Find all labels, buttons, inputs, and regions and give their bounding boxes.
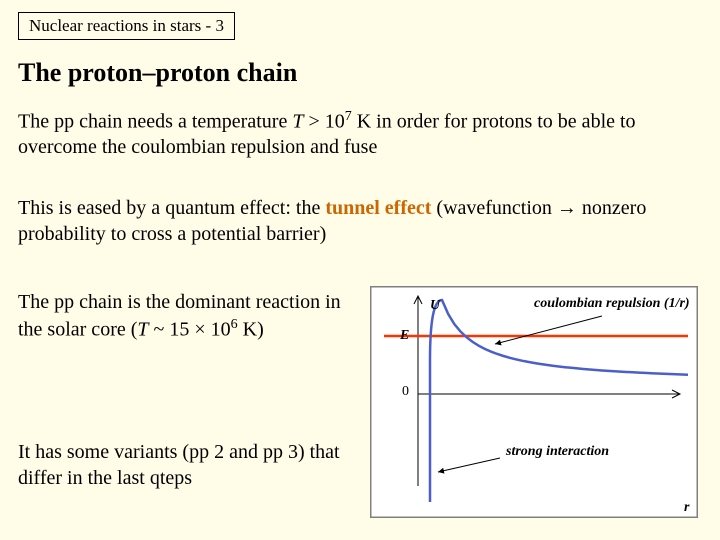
chart-label-r: r <box>684 500 689 516</box>
p1-exp: 7 <box>345 109 352 124</box>
p1-T: T <box>292 111 303 133</box>
paragraph-4: It has some variants (pp 2 and pp 3) tha… <box>18 440 348 491</box>
chart-label-strong: strong interaction <box>506 444 609 460</box>
chart-label-E: E <box>400 328 409 344</box>
paragraph-2: This is eased by a quantum effect: the t… <box>18 196 702 247</box>
paragraph-1: The pp chain needs a temperature T > 107… <box>18 108 702 161</box>
p2-highlight: tunnel effect <box>325 197 431 219</box>
p3-text-c: K) <box>238 318 264 340</box>
potential-chart: U E 0 r coulombian repulsion (1/r) stron… <box>370 286 698 518</box>
chart-label-U: U <box>430 298 440 314</box>
p1-text-a: The pp chain needs a temperature <box>18 111 292 133</box>
chart-svg <box>370 286 698 518</box>
chart-label-coulomb: coulombian repulsion (1/r) <box>534 296 690 312</box>
p3-text-b: ~ 15 × 10 <box>149 318 231 340</box>
slide-header-text: Nuclear reactions in stars - 3 <box>29 16 224 35</box>
p2-text-a: This is eased by a quantum effect: the <box>18 197 325 219</box>
slide-title: The proton–proton chain <box>18 58 297 88</box>
paragraph-3: The pp chain is the dominant reaction in… <box>18 290 348 343</box>
p1-text-b: > 10 <box>303 111 344 133</box>
slide-header: Nuclear reactions in stars - 3 <box>18 12 235 40</box>
chart-label-zero: 0 <box>402 384 409 400</box>
p3-exp: 6 <box>231 317 238 332</box>
p3-T: T <box>137 318 148 340</box>
